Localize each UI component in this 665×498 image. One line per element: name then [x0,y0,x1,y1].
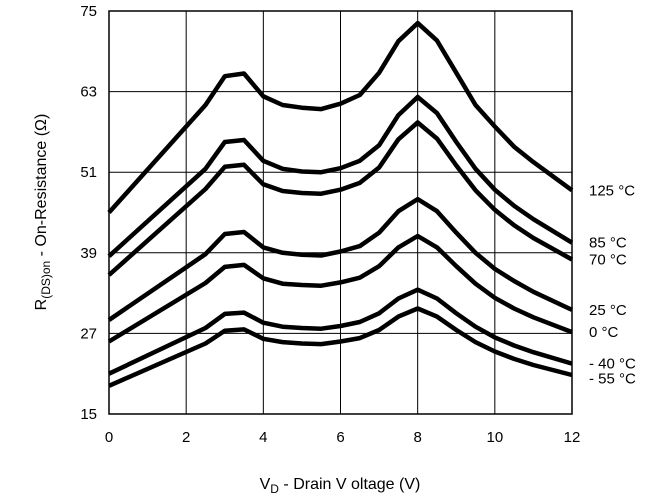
y-axis-label-sub: (DS)on [39,261,53,299]
series-line-4 [107,233,573,344]
y-tick-label: 63 [80,84,97,101]
x-tick-label: 2 [182,429,190,446]
series-line-1 [107,94,574,258]
series-label-6: - 55 °C [589,370,636,387]
series-line-3 [107,196,573,322]
y-axis-label-main: R [33,299,50,311]
y-tick-label: 51 [80,164,97,181]
y-tick-labels: 15 27 39 51 63 75 [80,3,97,423]
series-line-6 [108,306,573,388]
series-label-0: 125 °C [589,182,635,199]
series-line-2 [107,120,574,277]
y-axis-label: R(DS)on - On-Resistance (Ω) [33,114,53,311]
y-tick-label: 27 [80,325,97,342]
x-tick-labels: 0 2 4 6 8 10 12 [105,429,581,446]
x-axis-label-sub: D [270,482,279,496]
x-tick-label: 4 [259,429,267,446]
series-label-1: 85 °C [589,235,627,252]
x-tick-label: 10 [486,429,503,446]
series-group [107,20,574,388]
series-line-0 [107,20,574,215]
x-axis-label: VD - Drain V oltage (V) [260,476,421,496]
series-label-3: 25 °C [589,302,627,319]
series-labels: 125 °C 85 °C70 °C 25 °C 0 °C - 40 °C- 55 °C [589,182,636,387]
y-axis-label-rest: - On-Resistance (Ω) [33,114,50,261]
x-tick-label: 6 [336,429,344,446]
y-tick-label: 39 [80,245,97,262]
x-axis-label-rest: - Drain V oltage (V) [279,476,420,493]
x-tick-label: 8 [413,429,421,446]
series-label-2: 70 °C [589,252,627,269]
x-axis-label-main: V [260,476,271,493]
y-tick-label: 15 [80,406,97,423]
plot-frame [108,10,573,415]
series-label-4: 0 °C [589,324,619,341]
y-tick-label: 75 [80,3,97,20]
x-tick-label: 12 [564,429,581,446]
series-label-5: - 40 °C [589,356,636,373]
x-tick-label: 0 [105,429,113,446]
series-line-5 [108,287,573,376]
